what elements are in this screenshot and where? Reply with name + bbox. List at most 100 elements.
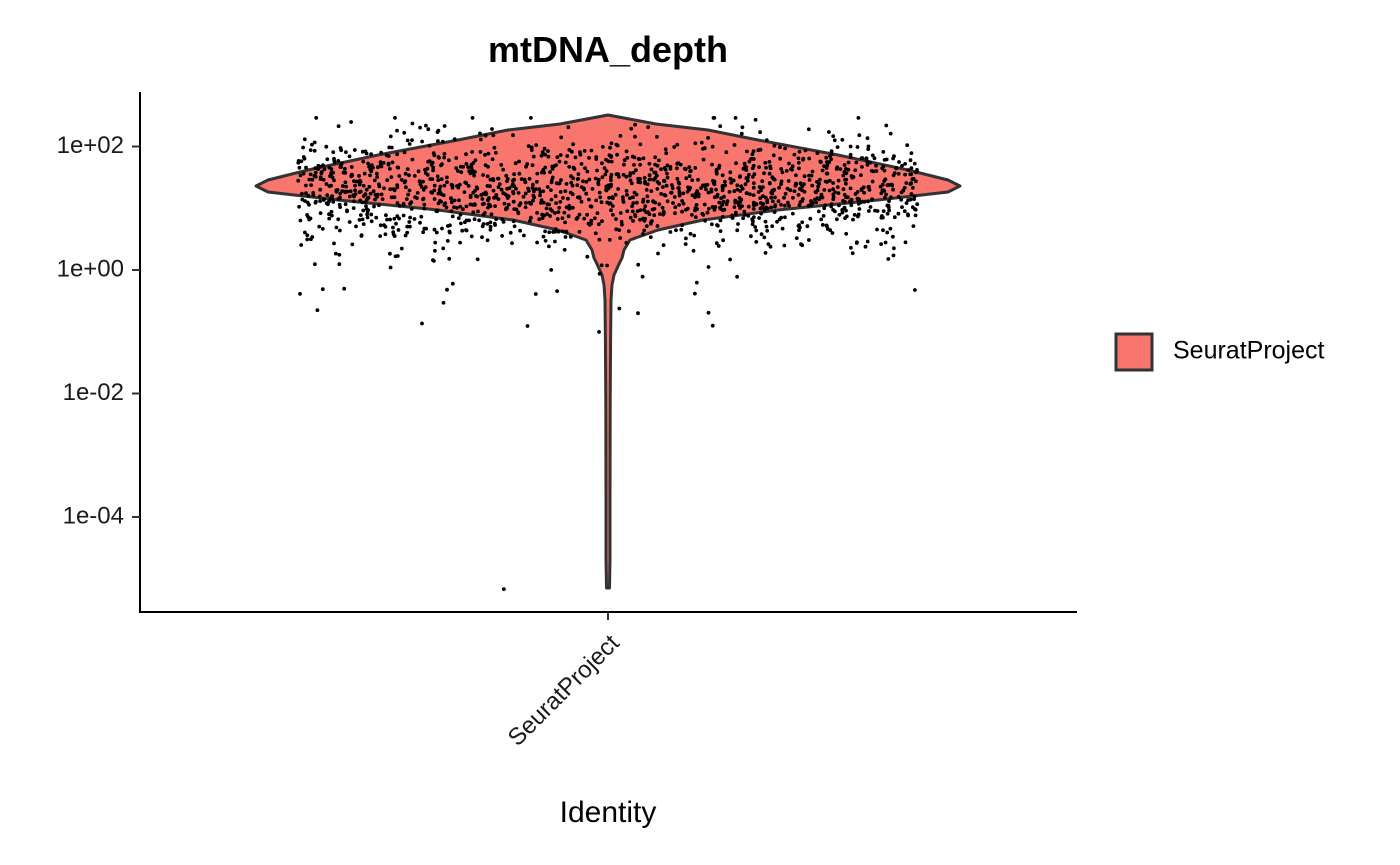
data-point [610,204,615,208]
data-point [432,197,437,201]
data-point [336,159,341,163]
data-point [485,238,490,243]
data-point [377,184,382,189]
data-point [677,181,682,186]
data-point [688,232,693,236]
data-point [459,170,464,175]
data-point [644,188,649,192]
data-point [645,182,650,187]
data-point [526,144,531,149]
data-point [383,232,388,237]
data-point [721,199,726,204]
data-point [903,240,908,245]
data-point [611,212,615,217]
data-point [828,228,833,233]
data-point [347,194,352,199]
data-point [648,177,653,182]
data-point [373,192,378,197]
data-point [407,173,411,178]
data-point [369,219,374,224]
data-point [900,163,904,168]
data-point [864,156,869,161]
data-point [458,204,463,209]
data-point [687,165,692,170]
data-point [296,178,301,183]
data-point [632,163,636,167]
data-point [305,237,310,242]
data-point [449,209,454,214]
data-point [837,212,842,217]
data-point [455,206,459,210]
data-point [815,179,819,184]
data-point [325,193,330,198]
data-point [628,171,633,176]
data-point [512,172,516,177]
data-point [392,195,397,200]
data-point [567,164,572,169]
data-point [587,156,591,160]
data-point [827,178,832,183]
data-point [555,217,560,221]
data-point [690,178,695,183]
data-point [859,156,864,161]
data-point [310,142,314,147]
data-point [661,185,665,189]
data-point [880,182,885,187]
data-point [306,193,311,198]
data-point [720,214,725,219]
data-point [892,215,897,220]
data-point [596,182,601,187]
data-point [777,185,781,190]
data-point [565,154,570,158]
data-point [840,137,845,142]
data-point [644,224,649,229]
data-point [512,224,517,229]
data-point [460,228,465,233]
data-point [338,228,342,233]
data-point [433,240,438,245]
data-point [740,186,745,191]
data-point [582,186,586,191]
data-point [689,169,693,173]
data-point [728,176,733,181]
data-point [757,165,761,170]
data-point [585,254,590,259]
data-point [798,181,803,186]
data-point [712,195,717,200]
data-point [806,203,811,208]
data-point [825,179,829,184]
data-point [507,186,512,191]
data-point [822,188,827,192]
data-point [684,236,688,241]
plot-area [254,113,962,591]
data-point [818,177,822,182]
data-point [432,153,437,158]
data-point [883,240,888,245]
data-point [757,216,761,220]
data-point [378,160,383,165]
data-point [412,217,417,221]
data-point [633,214,638,219]
data-point [704,187,708,192]
data-point [720,183,725,188]
data-point [537,217,542,222]
data-point [772,187,777,192]
data-point [447,256,452,261]
data-point [535,179,539,184]
data-point [511,191,516,196]
data-point [625,209,630,214]
data-point [737,203,741,208]
data-point [512,184,517,189]
data-point [514,207,519,212]
data-point [343,180,348,185]
data-point [408,215,412,220]
data-point [841,173,846,178]
data-point [352,179,356,184]
data-point [330,175,335,180]
data-point [625,192,629,197]
data-point [440,139,445,144]
data-point [808,216,813,221]
data-point [452,205,456,210]
data-point [865,136,870,141]
data-point [771,176,776,181]
